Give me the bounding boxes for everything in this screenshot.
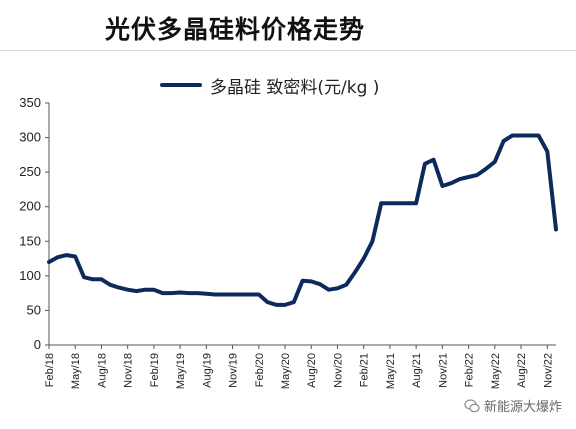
x-tick-label: Aug/21 xyxy=(411,353,423,388)
watermark: 新能源大爆炸 xyxy=(464,396,562,415)
x-tick-label: Nov/19 xyxy=(228,353,240,388)
series-line xyxy=(47,133,558,307)
x-tick-label: Aug/18 xyxy=(96,353,108,388)
chart-legend: 多晶硅 致密料(元/kg ) xyxy=(160,74,380,98)
legend-label: 多晶硅 致密料(元/kg ) xyxy=(210,77,380,98)
watermark-text: 新能源大爆炸 xyxy=(483,400,562,415)
x-tick-label: Feb/20 xyxy=(254,353,266,387)
x-tick-label: Nov/20 xyxy=(332,353,344,388)
legend-swatch xyxy=(160,83,202,87)
x-tick-label: Nov/18 xyxy=(123,353,135,388)
y-tick-label: 200 xyxy=(19,199,41,214)
x-tick-label: Feb/18 xyxy=(44,353,56,387)
y-tick-label: 0 xyxy=(34,337,41,352)
y-tick-label: 250 xyxy=(19,164,41,179)
wechat-icon xyxy=(464,398,480,412)
y-tick-label: 300 xyxy=(19,130,41,145)
y-tick-label: 100 xyxy=(19,268,41,283)
x-tick-label: Nov/21 xyxy=(437,353,449,388)
x-axis-ticks: Feb/18 May/18 Aug/18 Nov/18 Feb/19 May/19 Aug/… xyxy=(44,345,554,389)
x-tick-label: May/19 xyxy=(175,353,187,389)
x-tick-label: Aug/22 xyxy=(516,353,528,388)
chart-series xyxy=(47,133,558,307)
y-axis-ticks: 0 50 100 150 200 250 300 350 xyxy=(19,95,49,352)
chart-axes xyxy=(48,103,556,346)
x-tick-label: May/18 xyxy=(70,353,82,389)
x-tick-label: Nov/22 xyxy=(542,353,554,388)
y-tick-label: 350 xyxy=(19,95,41,110)
chart-title: 光伏多晶硅料价格走势 xyxy=(105,15,366,44)
x-tick-label: Feb/19 xyxy=(149,353,161,387)
x-tick-label: Aug/20 xyxy=(306,353,318,388)
x-tick-label: May/21 xyxy=(385,353,397,389)
title-divider xyxy=(0,50,576,51)
y-tick-label: 150 xyxy=(19,233,41,248)
x-tick-label: Feb/22 xyxy=(464,353,476,387)
x-tick-label: May/20 xyxy=(280,353,292,389)
y-tick-label: 50 xyxy=(27,302,41,317)
x-tick-label: May/22 xyxy=(490,353,502,389)
x-tick-label: Aug/19 xyxy=(201,353,213,388)
x-tick-label: Feb/21 xyxy=(359,353,371,387)
